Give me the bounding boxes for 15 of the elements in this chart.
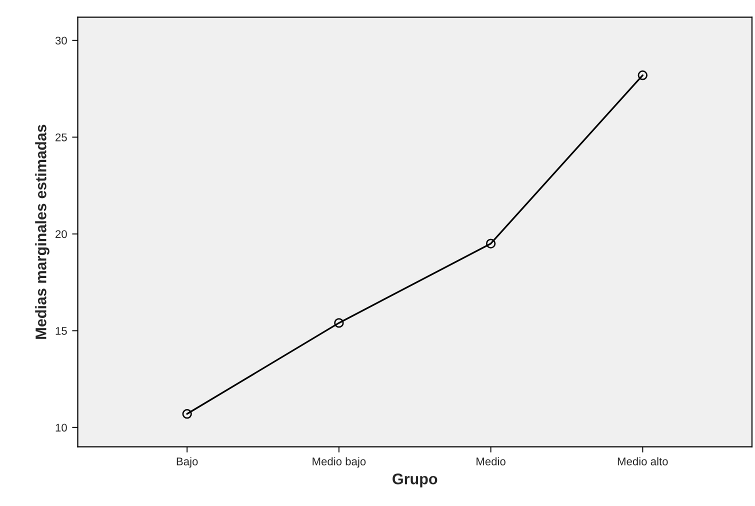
y-tick-label: 10 — [56, 424, 67, 432]
x-tick-label: Medio alto — [618, 457, 668, 466]
y-tick-label: 20 — [56, 230, 67, 238]
point — [182, 409, 192, 419]
x-tick-label: Medio — [476, 457, 506, 466]
point — [486, 238, 496, 248]
x-tick-label: Medio bajo — [312, 457, 366, 468]
x-axis-title: Grupo — [392, 474, 438, 488]
y-tick-label: 25 — [56, 133, 67, 142]
x-tick-label: Bajo — [176, 457, 198, 468]
y-tick-label: 15 — [56, 327, 67, 335]
y-tick-label: 30 — [55, 36, 67, 45]
point — [334, 318, 344, 328]
point — [638, 70, 648, 80]
y-axis-title: Medias marginales estimadas — [35, 124, 50, 339]
